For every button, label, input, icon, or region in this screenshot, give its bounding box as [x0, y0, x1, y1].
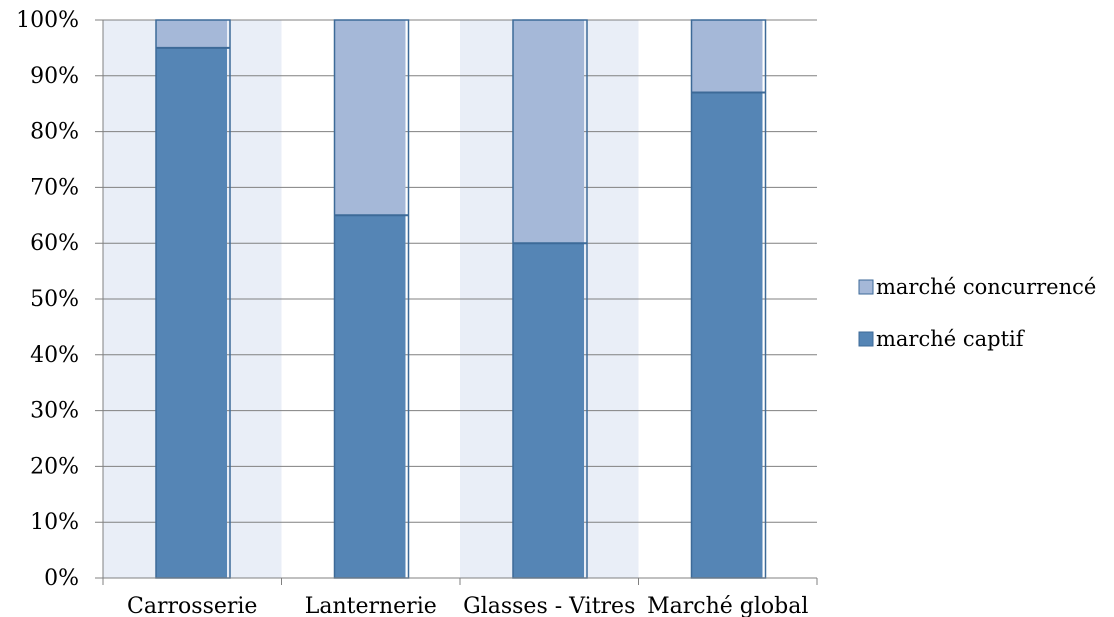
legend: marché concurrencé marché captif	[858, 275, 1096, 351]
x-tick-labels: Carrosserie Lanternerie Glasses - Vitres Ma…	[127, 594, 808, 617]
x-tick-label-marche-global: Marché global	[647, 594, 808, 617]
y-tick-label-20: 20%	[30, 454, 79, 479]
bar-lanternerie-marche-concurrence	[334, 20, 406, 216]
y-tick-label-90: 90%	[30, 64, 79, 89]
y-tick-label-50: 50%	[30, 287, 79, 312]
y-tick-label-0: 0%	[44, 566, 79, 591]
bar-glasses-vitres-marche-captif	[513, 243, 584, 578]
y-tick-label-100: 100%	[16, 8, 79, 33]
y-tick-label-30: 30%	[30, 399, 79, 424]
bar-carrosserie-marche-captif	[156, 47, 227, 578]
legend-swatch-marche-captif	[858, 331, 874, 347]
bars	[155, 19, 767, 579]
y-tick-label-40: 40%	[30, 343, 79, 368]
legend-label-marche-concurrence: marché concurrencé	[876, 275, 1096, 299]
y-tick-labels: 0% 10% 20% 30% 40% 50% 60% 70% 80% 90% 100%	[16, 8, 79, 591]
legend-label-marche-captif: marché captif	[876, 327, 1026, 351]
x-tick-label-glasses-vitres: Glasses - Vitres	[463, 594, 635, 617]
y-tick-label-10: 10%	[30, 510, 79, 535]
bar-marche-global-marche-concurrence	[691, 20, 763, 93]
bar-lanternerie-marche-captif	[334, 215, 406, 579]
bar-glasses-vitres-marche-concurrence	[513, 20, 584, 244]
bar-carrosserie-marche-concurrence	[156, 20, 227, 48]
y-tick-label-70: 70%	[30, 175, 79, 200]
y-tick-label-60: 60%	[30, 231, 79, 256]
axes	[95, 20, 818, 585]
bar-marche-global-marche-captif	[691, 92, 763, 578]
x-tick-label-carrosserie: Carrosserie	[127, 594, 257, 617]
legend-swatch-marche-concurrence	[858, 279, 874, 295]
y-tick-label-80: 80%	[30, 120, 79, 145]
x-tick-label-lanternerie: Lanternerie	[305, 594, 437, 617]
